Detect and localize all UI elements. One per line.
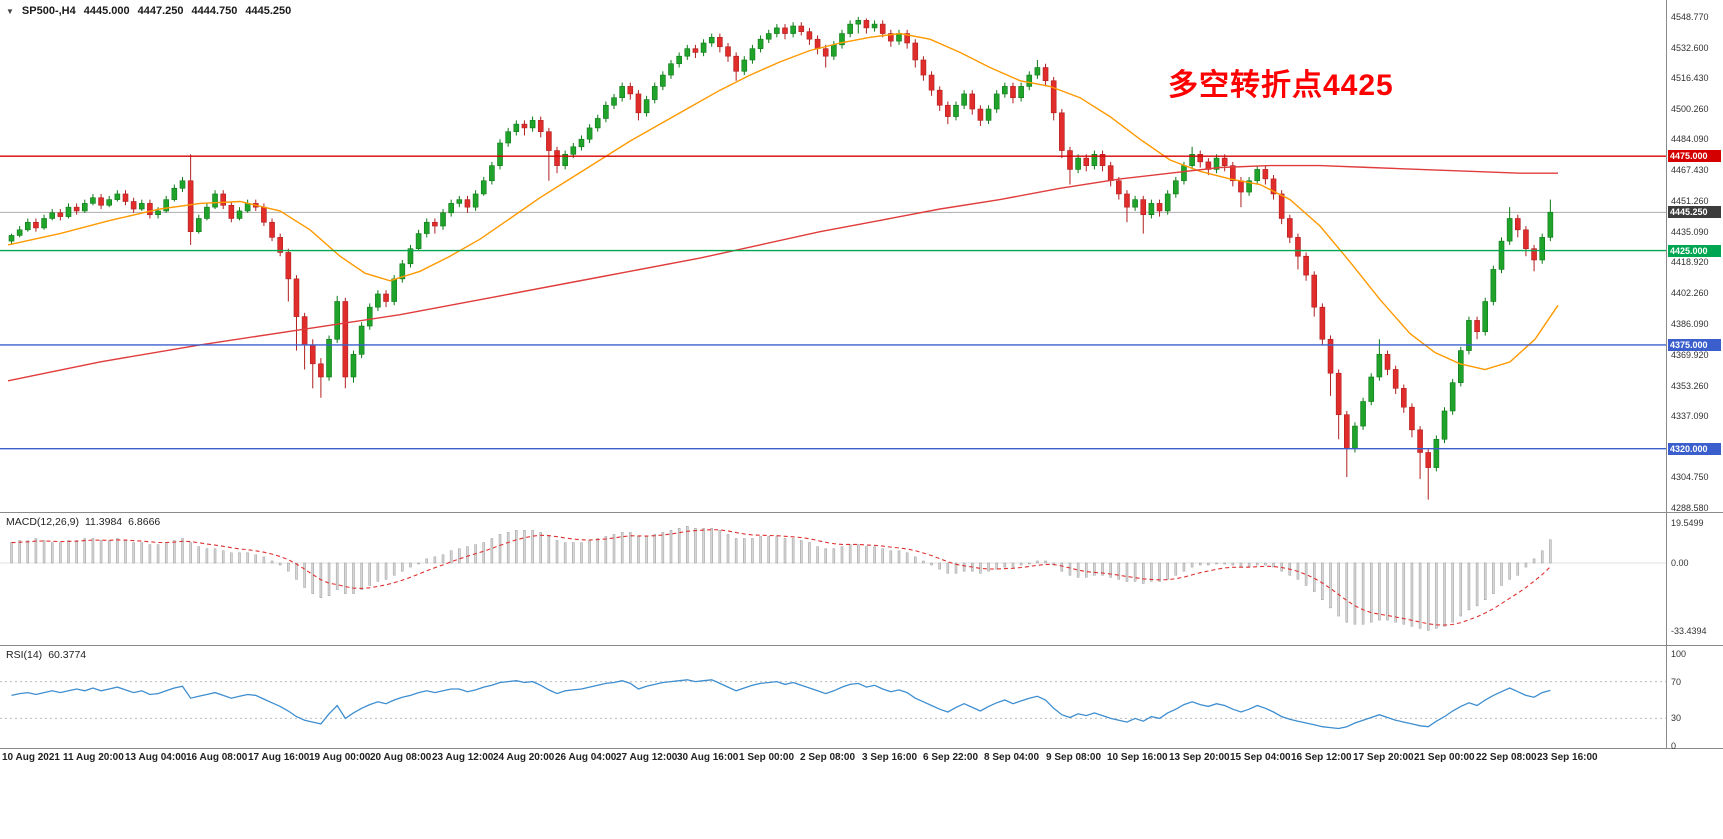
time-label: 6 Sep 22:00 — [923, 752, 979, 763]
macd-signal-value: 6.8666 — [128, 516, 161, 528]
time-label: 26 Aug 04:00 — [555, 752, 617, 763]
hline-price-label: 4320.000 — [1668, 443, 1721, 455]
chart-header: ▼ SP500-,H4 4445.000 4447.250 4444.750 4… — [6, 5, 291, 17]
price-tick: 4484.090 — [1671, 134, 1709, 144]
price-tick: 4532.600 — [1671, 43, 1709, 53]
time-label: 21 Sep 00:00 — [1414, 752, 1475, 763]
macd-tick: 19.5499 — [1671, 518, 1704, 528]
ohlc-low: 4444.750 — [191, 5, 238, 17]
rsi-pane-label: RSI(14) 60.3774 — [6, 649, 86, 661]
time-label: 11 Aug 20:00 — [63, 752, 124, 763]
price-tick: 4288.580 — [1671, 503, 1709, 513]
macd-main-value: 11.3984 — [84, 516, 123, 528]
time-label: 10 Aug 2021 — [2, 752, 60, 763]
rsi-name: RSI(14) — [6, 649, 43, 661]
price-tick: 4500.260 — [1671, 104, 1709, 114]
rsi-value: 60.3774 — [48, 649, 87, 661]
time-label: 22 Sep 08:00 — [1476, 752, 1537, 763]
price-tick: 4548.770 — [1671, 12, 1709, 22]
time-label: 13 Aug 04:00 — [125, 752, 187, 763]
ohlc-high: 4447.250 — [137, 5, 184, 17]
price-tick: 4467.430 — [1671, 165, 1709, 175]
hline-price-label: 4375.000 — [1668, 339, 1721, 351]
time-label: 9 Sep 08:00 — [1046, 752, 1102, 763]
time-label: 16 Aug 08:00 — [186, 752, 248, 763]
time-label: 17 Aug 16:00 — [248, 752, 310, 763]
time-label: 23 Aug 12:00 — [432, 752, 494, 763]
price-tick: 4402.260 — [1671, 288, 1709, 298]
price-tick: 4386.090 — [1671, 319, 1709, 329]
rsi-tick: 0 — [1671, 741, 1677, 751]
rsi-tick: 100 — [1671, 649, 1687, 659]
hline-price-label: 4425.000 — [1668, 245, 1721, 257]
time-label: 30 Aug 16:00 — [677, 752, 739, 763]
symbol-period-label: SP500-,H4 — [21, 5, 76, 17]
collapse-icon[interactable]: ▼ — [6, 6, 14, 16]
macd-tick: -33.4394 — [1671, 626, 1707, 636]
time-label: 24 Aug 20:00 — [493, 752, 555, 763]
price-tick: 4418.920 — [1671, 257, 1709, 267]
time-label: 2 Sep 08:00 — [800, 752, 856, 763]
macd-pane-label: MACD(12,26,9) 11.3984 6.8666 — [6, 516, 160, 528]
time-label: 1 Sep 00:00 — [739, 752, 795, 763]
time-label: 16 Sep 12:00 — [1291, 752, 1352, 763]
time-label: 8 Sep 04:00 — [984, 752, 1040, 763]
price-tick: 4353.260 — [1671, 381, 1709, 391]
time-label: 20 Aug 08:00 — [370, 752, 432, 763]
time-label: 27 Aug 12:00 — [616, 752, 678, 763]
current-price-label: 4445.250 — [1668, 206, 1721, 218]
ohlc-close: 4445.250 — [245, 5, 292, 17]
price-tick: 4516.430 — [1671, 73, 1709, 83]
price-tick: 4369.920 — [1671, 350, 1709, 360]
time-label: 23 Sep 16:00 — [1537, 752, 1598, 763]
time-label: 17 Sep 20:00 — [1353, 752, 1414, 763]
macd-name: MACD(12,26,9) — [6, 516, 79, 528]
rsi-tick: 30 — [1671, 713, 1682, 723]
time-label: 19 Aug 00:00 — [309, 752, 371, 763]
price-tick: 4451.260 — [1671, 196, 1709, 206]
hline-price-label: 4475.000 — [1668, 150, 1721, 162]
annotation-text: 多空转折点4425 — [1168, 69, 1394, 102]
time-label: 15 Sep 04:00 — [1230, 752, 1291, 763]
time-label: 10 Sep 16:00 — [1107, 752, 1168, 763]
ohlc-open: 4445.000 — [83, 5, 130, 17]
rsi-tick: 70 — [1671, 677, 1682, 687]
price-tick: 4337.090 — [1671, 411, 1709, 421]
macd-tick: 0.00 — [1671, 558, 1689, 568]
price-tick: 4304.750 — [1671, 472, 1709, 482]
price-tick: 4435.090 — [1671, 227, 1709, 237]
time-label: 3 Sep 16:00 — [862, 752, 918, 763]
time-label: 13 Sep 20:00 — [1169, 752, 1230, 763]
